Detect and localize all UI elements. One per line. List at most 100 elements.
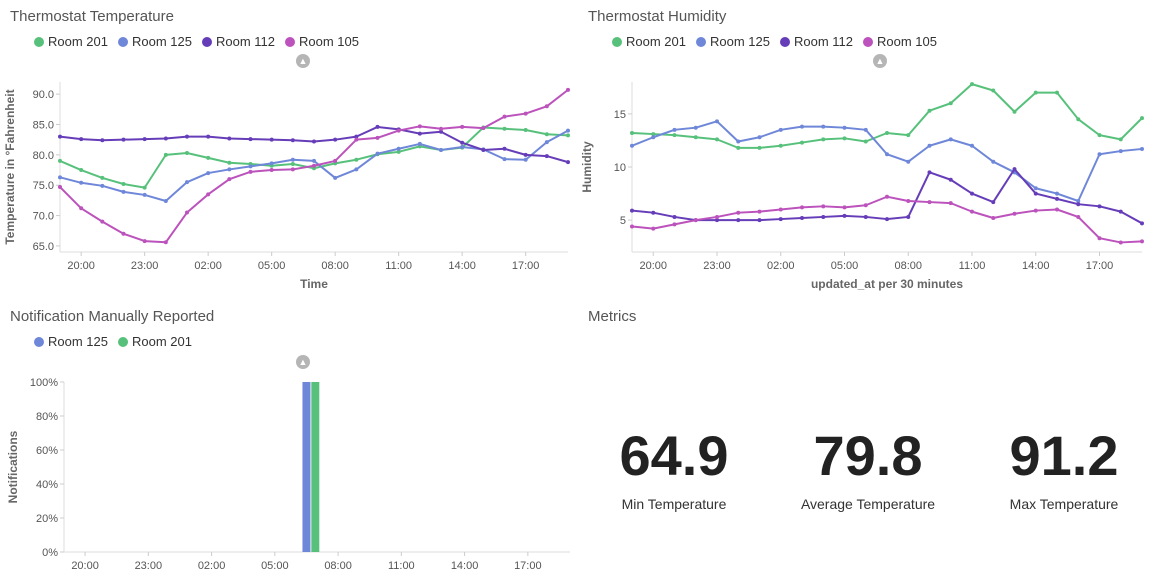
data-point xyxy=(354,137,359,142)
legend-item[interactable]: Room 201 xyxy=(34,34,108,49)
chevron-up-icon[interactable]: ▲ xyxy=(296,355,310,369)
x-tick-label: 05:00 xyxy=(258,260,286,272)
data-point xyxy=(970,209,974,214)
data-point xyxy=(800,205,804,210)
series-line xyxy=(631,83,1143,149)
data-point xyxy=(544,104,549,109)
x-tick-label: 17:00 xyxy=(514,560,542,572)
data-point xyxy=(991,159,996,164)
x-tick-label: 02:00 xyxy=(198,560,226,572)
chevron-up-icon[interactable]: ▲ xyxy=(873,54,887,68)
data-point xyxy=(672,214,677,219)
x-tick-label: 17:00 xyxy=(512,260,540,272)
data-point xyxy=(821,137,826,142)
legend-item[interactable]: Room 105 xyxy=(284,34,359,49)
legend-label: Room 105 xyxy=(876,34,937,49)
data-point xyxy=(651,210,656,215)
data-point xyxy=(821,204,826,209)
data-point xyxy=(142,185,147,190)
legend-dot-icon xyxy=(117,36,128,47)
data-point xyxy=(333,175,338,180)
data-point xyxy=(800,216,804,220)
metric-max-temperature: 91.2 Max Temperature xyxy=(974,426,1154,513)
data-point xyxy=(778,217,783,222)
data-point xyxy=(523,111,528,116)
data-point xyxy=(290,161,295,166)
x-tick-label: 14:00 xyxy=(1022,260,1050,272)
data-point xyxy=(991,88,996,93)
legend-item[interactable]: Room 201 xyxy=(117,334,192,349)
legend-item[interactable]: Room 112 xyxy=(201,34,275,49)
data-point xyxy=(523,157,528,162)
x-tick-label: 23:00 xyxy=(131,260,159,272)
data-point xyxy=(885,217,889,222)
x-tick-label: 23:00 xyxy=(703,260,731,272)
data-point xyxy=(439,129,443,134)
series-room-112 xyxy=(58,124,570,165)
data-point xyxy=(502,126,507,131)
data-point xyxy=(481,126,486,131)
metric-average-temperature: 79.8 Average Temperature xyxy=(778,426,958,513)
legend-label: Room 201 xyxy=(626,34,686,49)
chevron-up-icon[interactable]: ▲ xyxy=(296,54,310,68)
legend-dot-icon xyxy=(284,36,295,47)
data-point xyxy=(142,239,147,244)
temperature-chart: 65.0 70.0 75.0 80.0 85.0 90.0 20:00 23:00 02:00 0… xyxy=(3,82,570,291)
x-tick-label: 20:00 xyxy=(67,260,95,272)
data-point xyxy=(206,171,211,176)
y-tick-label: 10 xyxy=(614,162,626,174)
data-point xyxy=(757,135,762,140)
data-point xyxy=(672,127,677,132)
x-tick-label: 05:00 xyxy=(261,560,289,572)
data-point xyxy=(333,137,338,142)
data-point xyxy=(672,222,677,227)
data-point xyxy=(842,205,847,210)
data-point xyxy=(672,133,677,138)
metric-label: Min Temperature xyxy=(621,496,727,512)
legend-item[interactable]: Room 125 xyxy=(117,34,192,49)
x-tick-label: 11:00 xyxy=(959,260,986,272)
x-tick-label: 23:00 xyxy=(135,560,163,572)
legend-item[interactable]: Room 125 xyxy=(34,334,108,349)
panel-title: Thermostat Humidity xyxy=(588,8,727,25)
data-point xyxy=(79,137,84,142)
data-point xyxy=(100,175,105,180)
metric-min-temperature: 64.9 Min Temperature xyxy=(584,426,764,513)
data-point xyxy=(821,124,826,129)
data-point xyxy=(736,145,741,150)
data-point xyxy=(523,152,528,157)
data-point xyxy=(185,180,189,185)
legend-item[interactable]: Room 201 xyxy=(612,34,686,49)
legend-dot-icon xyxy=(612,36,622,47)
chart-legend: Room 201 Room 125 Room 112 Room 105 xyxy=(612,34,937,49)
data-point xyxy=(693,218,698,223)
x-tick-label: 05:00 xyxy=(831,260,859,272)
data-point xyxy=(312,163,316,168)
data-point xyxy=(778,143,783,148)
metric-label: Max Temperature xyxy=(1009,496,1119,512)
data-point xyxy=(100,138,105,143)
legend-item[interactable]: Room 125 xyxy=(695,34,770,49)
data-point xyxy=(906,214,911,219)
data-point xyxy=(948,177,953,182)
legend-item[interactable]: Room 112 xyxy=(779,34,853,49)
data-point xyxy=(927,108,932,113)
data-point xyxy=(1033,186,1038,191)
legend-item[interactable]: Room 105 xyxy=(862,34,937,49)
data-point xyxy=(544,154,549,159)
data-point xyxy=(333,158,338,163)
y-tick-label: 65.0 xyxy=(33,241,54,253)
y-tick-label: 70.0 xyxy=(33,211,54,223)
data-point xyxy=(948,101,953,106)
data-point xyxy=(863,139,868,144)
data-point xyxy=(757,145,762,150)
data-point xyxy=(1097,236,1102,241)
data-point xyxy=(1118,209,1123,214)
legend-dot-icon xyxy=(862,36,873,47)
data-point xyxy=(290,138,295,143)
data-point xyxy=(248,169,253,174)
data-point xyxy=(100,183,105,188)
x-tick-label: 11:00 xyxy=(385,260,412,272)
data-point xyxy=(439,148,443,152)
data-point xyxy=(79,206,84,211)
